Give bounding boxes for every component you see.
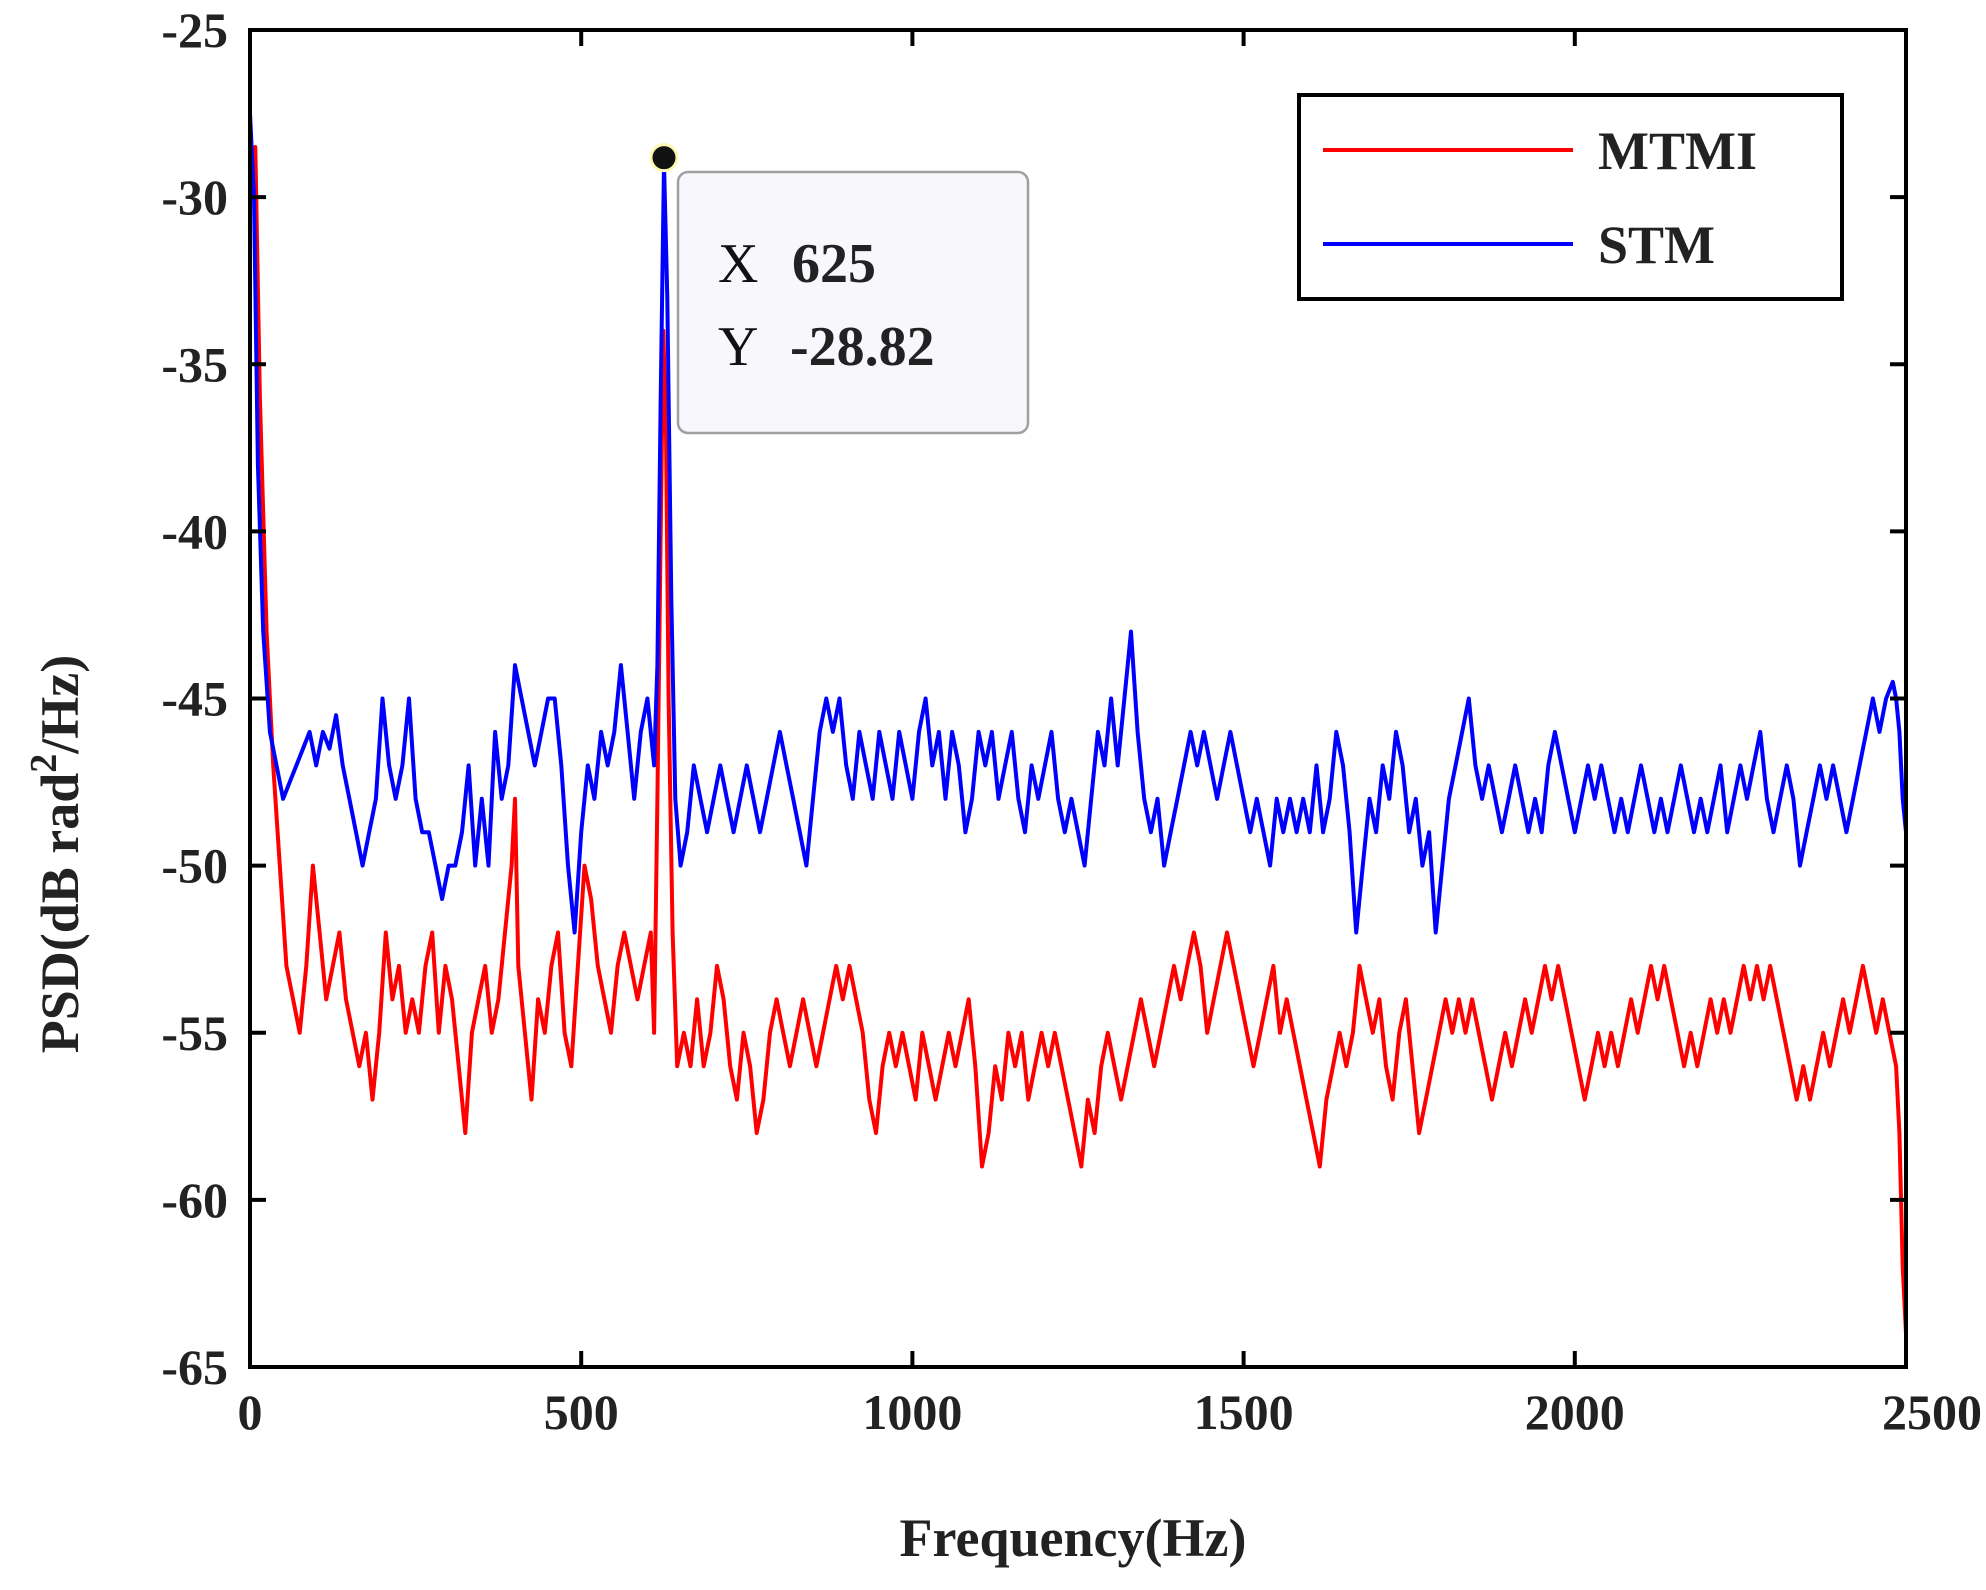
x-tick-label-1500: 1500 — [1194, 1384, 1294, 1440]
y-axis-label-tail: /Hz) — [30, 655, 90, 755]
y-tick-label--65: -65 — [161, 1339, 228, 1395]
y-tick-label--35: -35 — [161, 336, 228, 392]
datatip[interactable]: X 625 Y -28.82 — [676, 170, 1030, 435]
x-tick-label-1000: 1000 — [862, 1384, 962, 1440]
x-tick-label-2000: 2000 — [1525, 1384, 1625, 1440]
y-tick-label--40: -40 — [161, 503, 228, 559]
datatip-y-value: -28.82 — [790, 316, 935, 378]
x-tick-label-500: 500 — [544, 1384, 619, 1440]
y-axis-label-sup: 2 — [23, 754, 65, 773]
datatip-x-key: X — [718, 233, 758, 295]
series-line-stm — [248, 113, 1908, 935]
axes-layer: 0 500 1000 1500 2000 2500 -65 -60 -55 -50 -45 -40 -3… — [161, 2, 1982, 1440]
y-axis-label-main: PSD(dB rad — [30, 773, 90, 1054]
datatip-marker[interactable] — [649, 143, 679, 173]
legend-box — [1297, 93, 1844, 301]
x-tick-label-2500: 2500 — [1882, 1384, 1982, 1440]
series-line-mtmi — [248, 145, 1908, 1334]
datatip-box — [676, 170, 1030, 435]
y-tick-label--25: -25 — [161, 2, 228, 58]
y-axis-label: PSD(dB rad2/Hz) — [23, 655, 90, 1054]
series-layer — [248, 113, 1908, 1334]
x-axis-label: Frequency(Hz) — [900, 1508, 1247, 1568]
y-tick-label--30: -30 — [161, 169, 228, 225]
legend: MTMI STM — [1297, 93, 1844, 301]
y-tick-label--45: -45 — [161, 671, 228, 727]
y-tick-label--55: -55 — [161, 1005, 228, 1061]
y-tick-label--60: -60 — [161, 1172, 228, 1228]
datatip-y-key: Y — [718, 316, 758, 378]
legend-label-mtmi: MTMI — [1598, 121, 1757, 181]
legend-label-stm: STM — [1598, 215, 1715, 275]
y-tick-label--50: -50 — [161, 838, 228, 894]
x-tick-label-0: 0 — [238, 1384, 263, 1440]
datatip-x-value: 625 — [792, 233, 876, 295]
